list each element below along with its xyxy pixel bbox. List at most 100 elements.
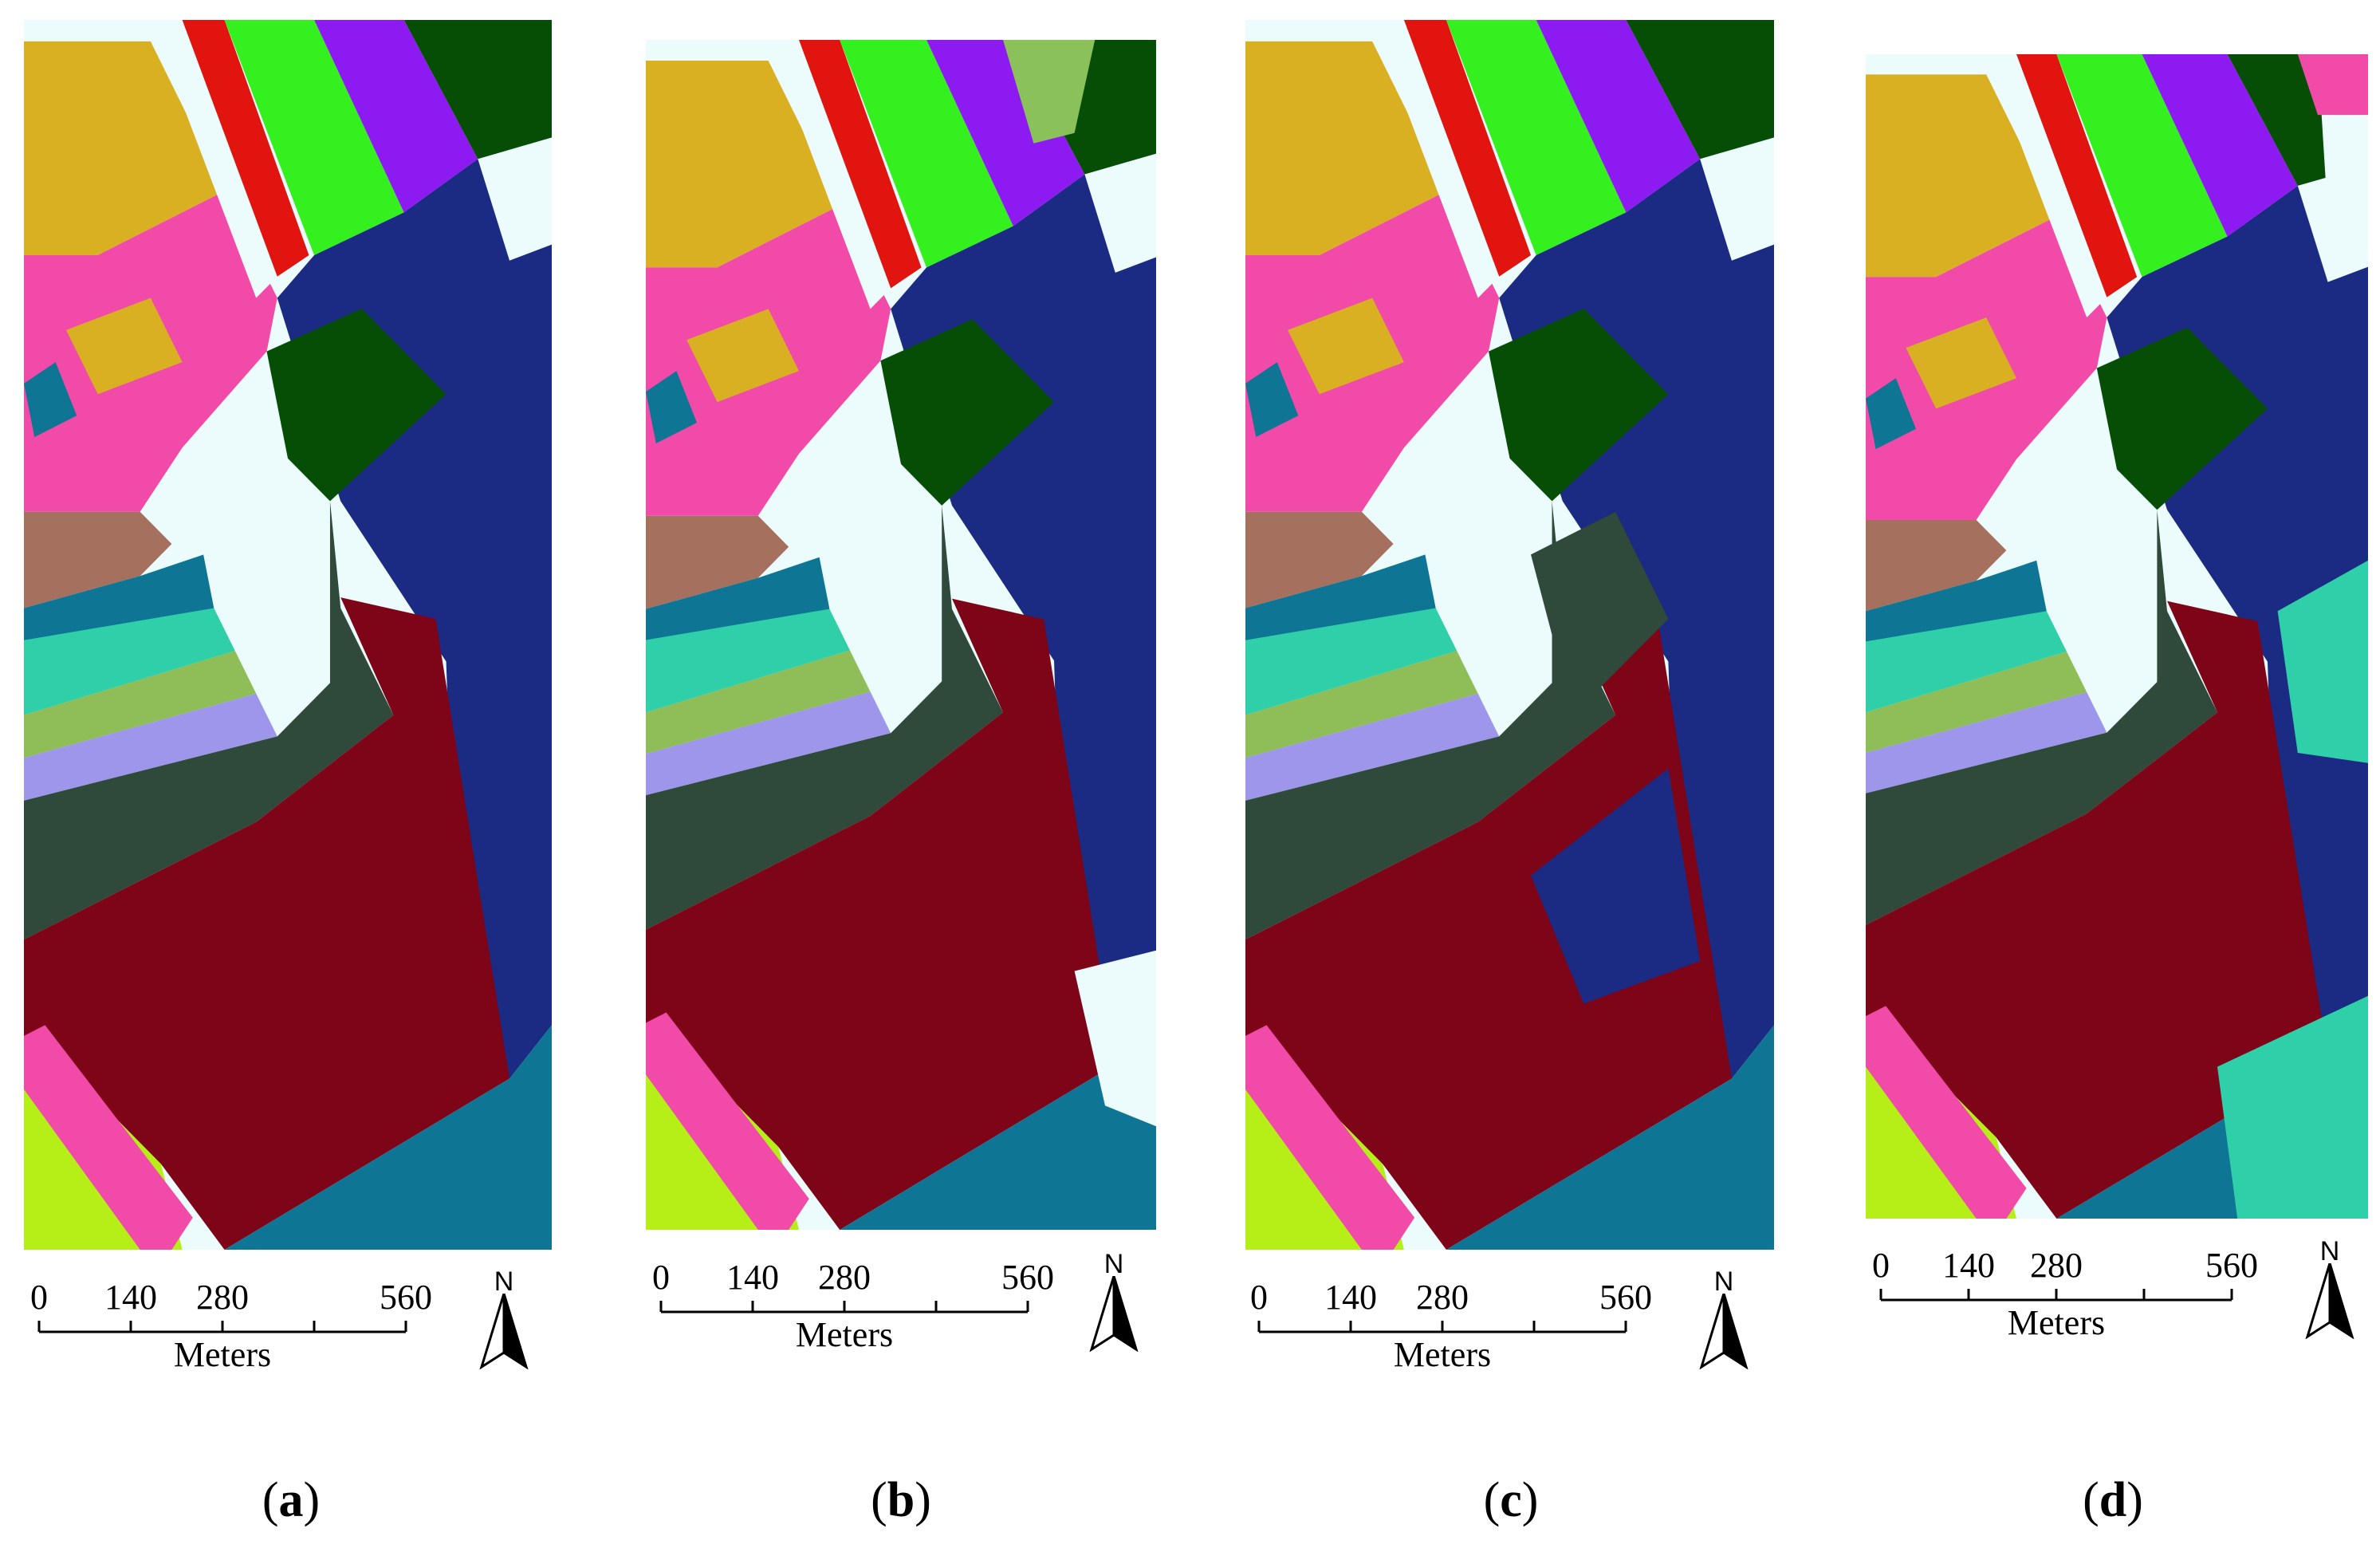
north-label: N	[2319, 1236, 2340, 1266]
land-cover-field-ochre	[1906, 317, 2016, 409]
caption-open-paren: (	[1483, 1473, 1501, 1527]
scale-tick-label: 560	[2205, 1246, 2258, 1285]
caption-open-paren: (	[262, 1473, 279, 1527]
scale-bar-line-b	[659, 1301, 1029, 1314]
land-cover-field-teal	[646, 371, 697, 443]
caption-close-paren: )	[2126, 1473, 2143, 1527]
scale-bar-c: 0 140 280 560 Meters	[1250, 1272, 1652, 1376]
land-cover-field-aqua	[1866, 611, 2067, 713]
land-cover-field-ochre	[646, 60, 840, 268]
land-cover-field-violet	[2142, 54, 2298, 237]
classification-map-d	[1866, 54, 2368, 1219]
land-cover-field-lavender	[1245, 693, 1500, 801]
land-cover-field-slate_green	[1866, 510, 2217, 925]
land-cover-field-dark_green	[1488, 309, 1669, 502]
classification-map-b	[646, 40, 1156, 1230]
scale-unit-label: Meters	[795, 1315, 894, 1354]
land-cover-field-background	[1084, 153, 1156, 273]
land-cover-field-brown	[1245, 511, 1394, 609]
land-cover-field-maroon	[24, 597, 510, 1250]
land-cover-field-sage	[1003, 40, 1096, 144]
land-cover-field-dark_green	[266, 309, 446, 502]
land-cover-field-ochre	[24, 41, 225, 255]
land-cover-field-dark_green	[2096, 327, 2268, 510]
north-arrow-c: N	[1698, 1268, 1754, 1372]
panel-b: 0 140 280 560 Meters N (b)	[622, 0, 1180, 1544]
land-cover-field-olive_green	[1245, 651, 1478, 758]
land-cover-field-background	[150, 20, 277, 298]
caption-a: (a)	[262, 1475, 320, 1525]
land-cover-field-bright_green	[1446, 20, 1627, 255]
north-arrow-icon	[2305, 1263, 2354, 1339]
land-cover-field-slate_green	[646, 505, 1003, 930]
map-canvas-b	[646, 40, 1156, 1230]
land-cover-field-ochre	[1245, 41, 1446, 255]
land-cover-field-maroon	[1245, 597, 1732, 1250]
land-cover-field-aqua	[2217, 995, 2368, 1219]
land-cover-field-ochre	[686, 309, 799, 403]
land-cover-field-aqua	[24, 608, 235, 715]
land-cover-field-violet	[314, 20, 478, 213]
scale-bar-line-a	[37, 1321, 407, 1333]
land-cover-field-ochre	[65, 297, 183, 395]
scale-bar-d: 0 140 280 560 Meters	[1872, 1240, 2258, 1344]
land-cover-field-dark_green	[1626, 20, 1774, 160]
scale-tick-label: 280	[2030, 1246, 2083, 1285]
land-cover-field-background	[1700, 137, 1774, 261]
north-arrow-right-half	[502, 1294, 529, 1369]
scale-tick-label: 140	[726, 1258, 779, 1297]
caption-letter: d	[2099, 1473, 2127, 1527]
caption-open-paren: (	[871, 1473, 887, 1527]
land-cover-field-pink	[1245, 1025, 1415, 1250]
land-cover-field-lavender	[24, 693, 277, 801]
scale-tick-label: 280	[196, 1278, 249, 1317]
caption-letter: c	[1500, 1473, 1522, 1527]
scale-tick-label: 0	[30, 1278, 48, 1317]
land-cover-field-aqua	[2277, 560, 2368, 763]
scale-unit-label: Meters	[2007, 1303, 2106, 1342]
land-cover-field-teal	[1245, 362, 1299, 437]
land-cover-field-navy	[1531, 768, 1701, 1004]
land-cover-field-brown	[24, 511, 172, 609]
map-canvas-d	[1866, 54, 2368, 1219]
north-arrow-icon	[1699, 1294, 1749, 1369]
north-arrow-a: N	[478, 1268, 534, 1372]
north-label: N	[1713, 1266, 1734, 1297]
land-cover-field-pink	[2297, 54, 2368, 116]
land-cover-field-violet	[1536, 20, 1701, 213]
land-cover-field-ochre	[1288, 297, 1404, 395]
land-cover-field-red	[182, 20, 309, 277]
scale-bar-line-c	[1257, 1321, 1627, 1333]
north-label: N	[494, 1266, 514, 1297]
caption-c: (c)	[1484, 1475, 1539, 1525]
land-cover-field-teal	[24, 362, 77, 437]
north-arrow-b: N	[1088, 1251, 1144, 1354]
north-arrow-left-half	[1089, 1276, 1115, 1352]
scale-tick-label: 0	[1250, 1278, 1268, 1317]
scale-tick-label: 140	[1942, 1246, 1995, 1285]
land-cover-field-slate_green	[1531, 511, 1669, 715]
caption-b: (b)	[871, 1475, 931, 1525]
north-arrow-right-half	[1722, 1294, 1749, 1369]
land-cover-field-bright_green	[840, 40, 1013, 268]
classification-map-c	[1245, 20, 1774, 1250]
scale-tick-label: 140	[104, 1278, 157, 1317]
land-cover-field-slate_green	[24, 501, 394, 940]
land-cover-field-background	[1986, 54, 2107, 318]
land-cover-field-olive_green	[1866, 652, 2087, 753]
panel-c: 0 140 280 560 Meters N (c)	[1220, 0, 1778, 1544]
land-cover-field-bright_green	[224, 20, 404, 255]
scale-tick-label: 560	[1001, 1258, 1054, 1297]
caption-close-paren: )	[1521, 1473, 1539, 1527]
north-label: N	[1103, 1249, 1124, 1279]
land-cover-field-red	[2016, 54, 2138, 297]
north-arrow-left-half	[2305, 1263, 2331, 1339]
land-cover-field-ochre	[1866, 74, 2057, 278]
scale-tick-label: 0	[1872, 1246, 1890, 1285]
land-cover-field-violet	[926, 40, 1085, 226]
scale-tick-label: 560	[380, 1278, 432, 1317]
scale-tick-label: 560	[1599, 1278, 1652, 1317]
land-cover-field-brown	[646, 515, 789, 609]
land-cover-field-background	[478, 137, 552, 261]
land-cover-field-pink	[24, 1025, 193, 1250]
